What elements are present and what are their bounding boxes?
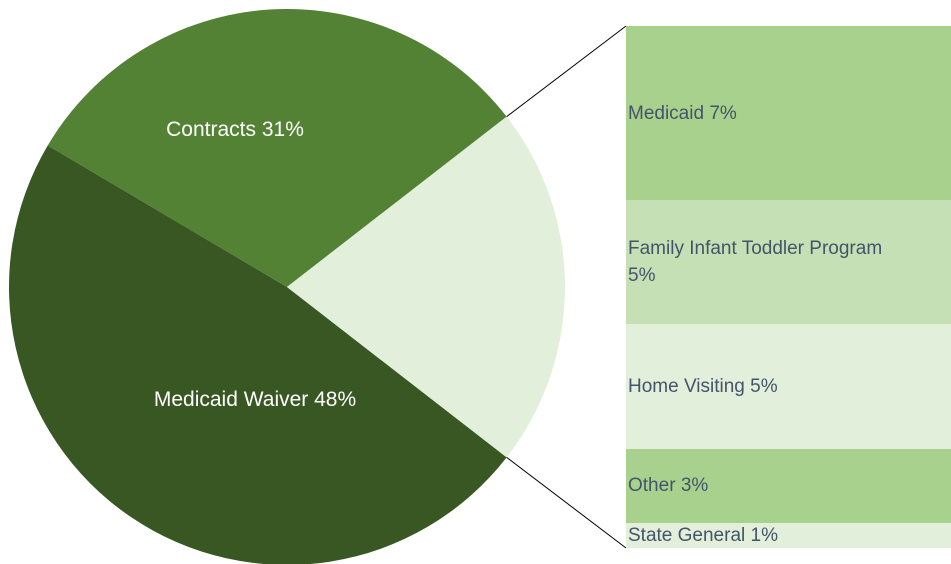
- pie-slice-other: [287, 116, 565, 458]
- slice-label: Medicaid Waiver 48%: [154, 388, 356, 411]
- segment-name: State General: [628, 525, 746, 547]
- segment-name: Other: [628, 475, 676, 497]
- segment-value: 3%: [680, 475, 709, 497]
- segment-value: 5%: [750, 375, 778, 397]
- connector-line: [506, 456, 627, 549]
- bar-segment: Medicaid 7%: [626, 26, 951, 200]
- segment-label: Family Infant Toddler Program 5%: [626, 235, 883, 289]
- slice-name: Medicaid Waiver: [154, 388, 308, 411]
- segment-value: 5%: [628, 265, 656, 287]
- segment-value: 7%: [709, 102, 737, 124]
- pie-slice: [47, 9, 507, 287]
- bar-segment: State General 1%: [626, 523, 951, 548]
- slice-value: 31%: [262, 118, 304, 141]
- segment-value: 1%: [750, 525, 778, 547]
- slice-label: Contracts 31%: [166, 118, 304, 141]
- segment-name: Home Visiting: [628, 375, 745, 397]
- segment-name: Family Infant Toddler Program: [628, 238, 883, 260]
- segment-label: State General 1%: [626, 522, 883, 549]
- segment-label: Other 3%: [626, 472, 883, 499]
- segment-label: Medicaid 7%: [626, 100, 883, 127]
- pie-slice: [9, 145, 507, 564]
- segment-name: Medicaid: [628, 102, 705, 124]
- bar-segment: Family Infant Toddler Program 5%: [626, 200, 951, 325]
- slice-value: 48%: [314, 388, 356, 411]
- bar-segment: Home Visiting 5%: [626, 324, 951, 449]
- connector-line: [506, 25, 627, 118]
- slice-name: Contracts: [166, 118, 256, 141]
- segment-label: Home Visiting 5%: [626, 373, 883, 400]
- bar-segment: Other 3%: [626, 448, 951, 524]
